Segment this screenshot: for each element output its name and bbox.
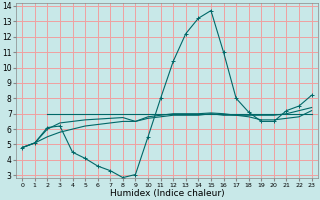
X-axis label: Humidex (Indice chaleur): Humidex (Indice chaleur) [109, 189, 224, 198]
